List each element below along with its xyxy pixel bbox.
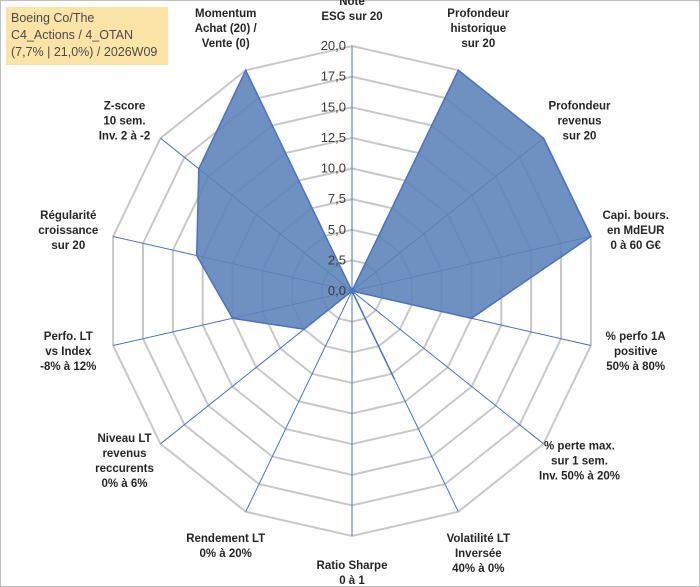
series-area — [195, 68, 592, 380]
axis-label-0-line-1: ESG sur 20 — [321, 11, 382, 23]
axis-label-3-line-0: Capi. bours. — [602, 210, 668, 222]
axis-label-6: Volatilité LT Inversée 40% à 0% — [447, 533, 510, 575]
radar-series — [195, 68, 592, 380]
axis-label-8: Rendement LT 0% à 20% — [186, 533, 265, 560]
axis-label-9-line-1: revenus — [102, 448, 146, 460]
tick-label-7: 17,5 — [321, 69, 346, 84]
axis-label-3-line-2: 0 à 60 G€ — [610, 240, 661, 252]
tick-label-5: 12,5 — [321, 130, 346, 145]
tick-label-1: 2,5 — [328, 252, 346, 267]
axis-label-10: Perfo. LT vs Index -8% à 12% — [40, 331, 96, 373]
axis-label-11-line-2: sur 20 — [51, 240, 85, 252]
axis-label-6-line-2: 40% à 0% — [452, 563, 504, 575]
tick-label-3: 7,5 — [328, 191, 346, 206]
title-stats: (7,7% | 21,0%) / 2026W09 — [11, 45, 158, 59]
axis-label-3: Capi. bours. en MdEUR 0 à 60 G€ — [602, 210, 668, 252]
axis-label-3-line-1: en MdEUR — [607, 225, 665, 237]
tick-label-0: 0,0 — [328, 283, 346, 298]
axis-label-8-line-0: Rendement LT — [186, 533, 265, 545]
axis-label-4-line-2: 50% à 80% — [606, 361, 665, 373]
axis-label-0-line-0: Note — [339, 0, 365, 8]
axis-label-5: % perte max. sur 1 sem. Inv. 50% à 20% — [539, 441, 620, 483]
axis-label-13-line-1: Achat (20) / — [195, 23, 258, 35]
tick-label-8: 20,0 — [321, 38, 346, 53]
axis-label-9-line-0: Niveau LT — [97, 433, 151, 445]
axis-label-2: Profondeur revenus sur 20 — [549, 100, 611, 142]
title-company: Boeing Co/The — [11, 11, 95, 25]
axis-label-6-line-0: Volatilité LT — [447, 533, 510, 545]
title-category: C4_Actions / 4_OTAN — [11, 28, 134, 42]
axis-label-1-line-2: sur 20 — [461, 38, 495, 50]
axis-label-5-line-2: Inv. 50% à 20% — [539, 471, 620, 483]
axis-label-9-line-2: reccurents — [95, 463, 154, 475]
axis-label-7-line-1: 0 à 1 — [339, 575, 365, 587]
axis-label-11-line-0: Régularité — [40, 210, 96, 222]
axis-label-6-line-1: Inversée — [455, 548, 502, 560]
axis-label-4-line-0: % perfo 1A — [606, 331, 666, 343]
axis-label-9: Niveau LT revenus reccurents 0% à 6% — [95, 433, 154, 490]
axis-label-11: Régularité croissance sur 20 — [38, 210, 98, 252]
chart-title-box: Boeing Co/The C4_Actions / 4_OTAN (7,7% … — [6, 7, 168, 65]
radar-axis-labels: Note ESG sur 20 Profondeur historique sur 20… — [38, 0, 669, 587]
axis-label-12-line-1: 10 sem. — [103, 115, 145, 127]
axis-label-11-line-1: croissance — [38, 225, 98, 237]
axis-label-4-line-1: positive — [614, 346, 657, 358]
axis-label-1-line-1: historique — [451, 23, 507, 35]
axis-label-0: Note ESG sur 20 — [321, 0, 382, 23]
tick-label-2: 5,0 — [328, 222, 346, 237]
axis-label-12-line-0: Z-score — [104, 100, 146, 112]
axis-label-2-line-1: revenus — [557, 115, 601, 127]
spoke-8 — [245, 290, 353, 512]
axis-label-10-line-1: vs Index — [45, 346, 92, 358]
axis-label-5-line-0: % perte max. — [544, 441, 615, 453]
axis-label-4: % perfo 1A positive 50% à 80% — [606, 331, 666, 373]
tick-label-4: 10,0 — [321, 161, 346, 176]
axis-label-2-line-0: Profondeur — [549, 100, 611, 112]
axis-label-13-line-2: Vente (0) — [202, 38, 250, 50]
axis-label-1: Profondeur historique sur 20 — [447, 8, 509, 50]
axis-label-10-line-2: -8% à 12% — [40, 361, 96, 373]
axis-label-12: Z-score 10 sem. Inv. 2 à -2 — [99, 100, 151, 142]
tick-label-6: 15,0 — [321, 99, 346, 114]
axis-label-2-line-2: sur 20 — [563, 130, 597, 142]
axis-label-8-line-1: 0% à 20% — [199, 548, 251, 560]
axis-label-10-line-0: Perfo. LT — [44, 331, 93, 343]
axis-label-12-line-2: Inv. 2 à -2 — [99, 130, 151, 142]
axis-label-5-line-1: sur 1 sem. — [551, 456, 608, 468]
radar-tick-labels: 0,0 2,5 5,0 7,5 10,0 12,5 15,0 17,5 20,0 — [321, 38, 346, 298]
axis-label-9-line-3: 0% à 6% — [101, 478, 147, 490]
spoke-5 — [351, 290, 544, 445]
axis-label-1-line-0: Profondeur — [447, 8, 509, 20]
axis-label-7: Ratio Sharpe 0 à 1 — [317, 560, 388, 587]
axis-label-13: Momentum Achat (20) / Vente (0) — [195, 8, 258, 50]
axis-label-13-line-0: Momentum — [195, 8, 256, 20]
axis-label-7-line-0: Ratio Sharpe — [317, 560, 388, 572]
